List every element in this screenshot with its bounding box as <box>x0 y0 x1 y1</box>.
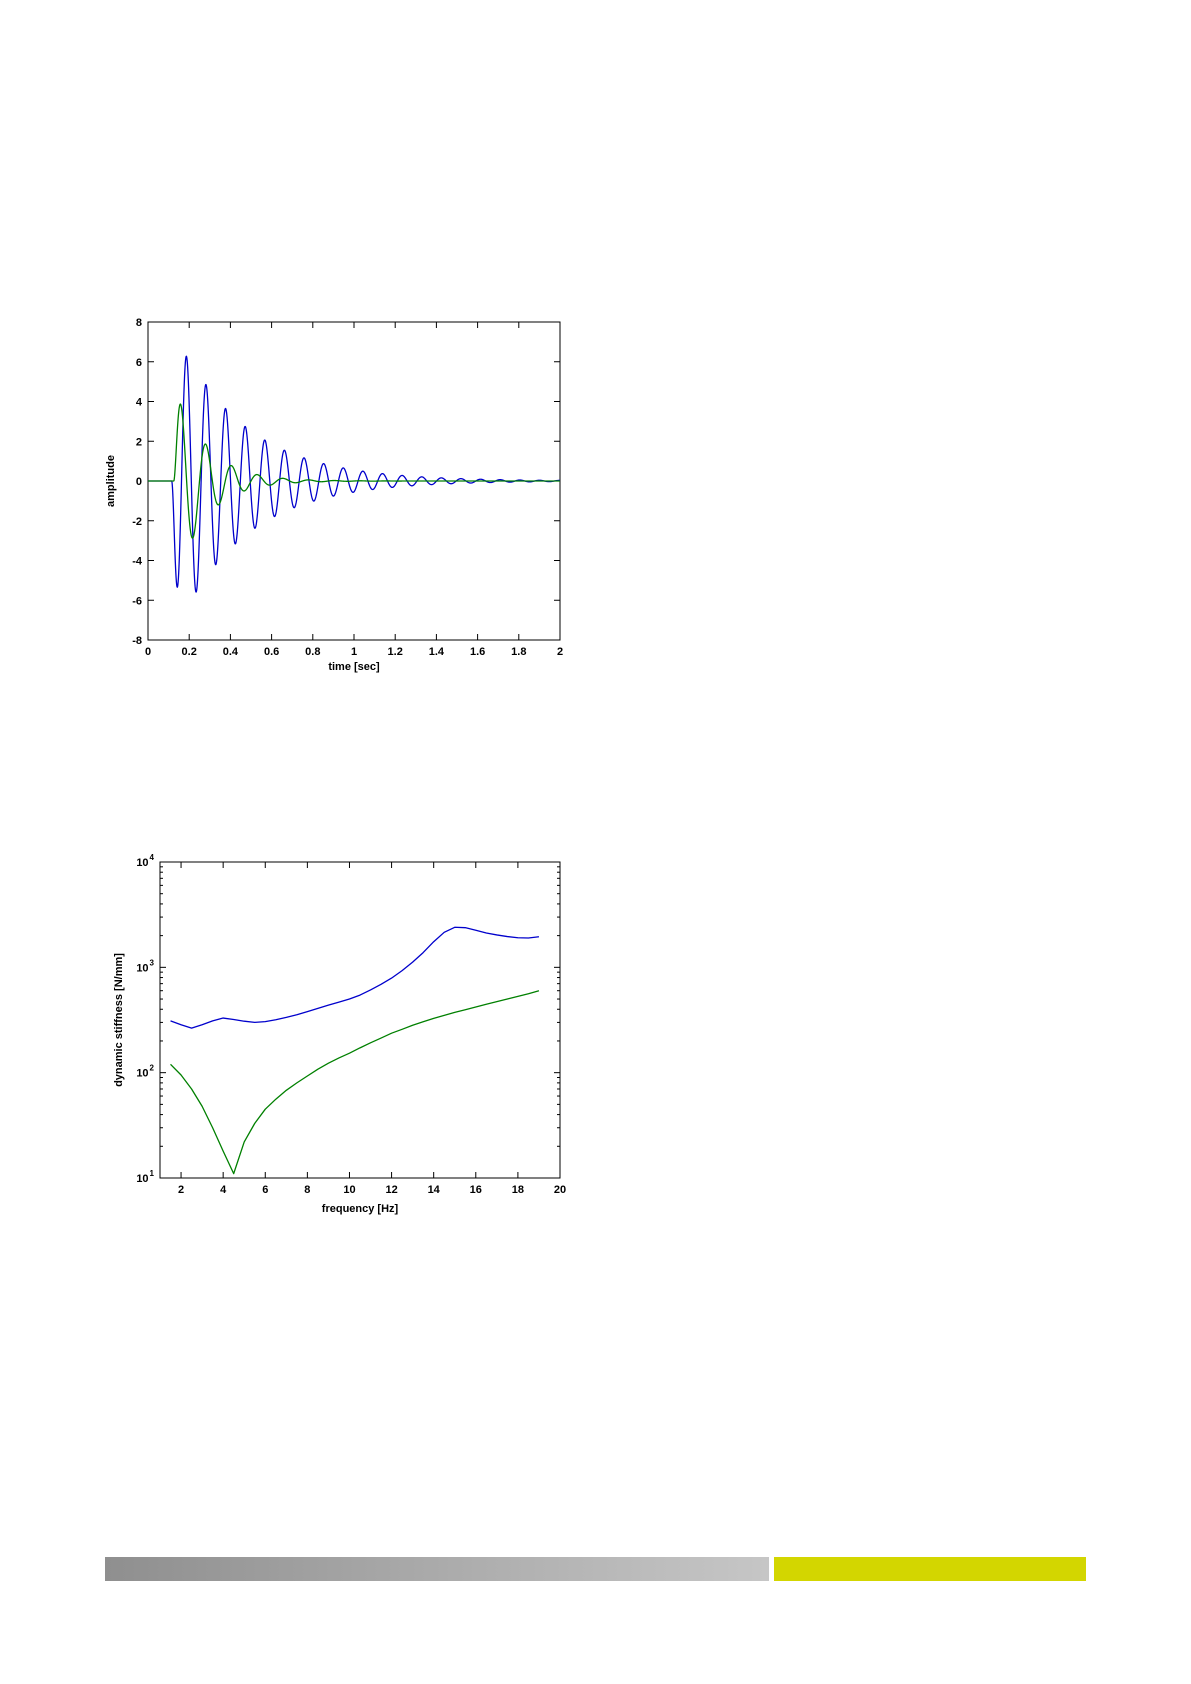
amplitude-time-chart <box>100 296 580 682</box>
footer-gray-bar <box>105 1557 769 1581</box>
dynamic-stiffness-frequency-chart <box>100 838 580 1230</box>
footer-yellow-bar <box>774 1557 1086 1581</box>
